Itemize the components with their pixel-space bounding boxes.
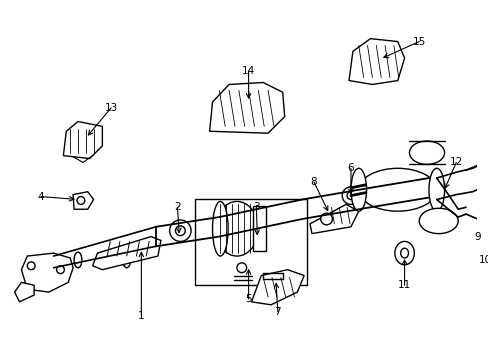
Ellipse shape bbox=[358, 168, 436, 211]
Bar bbox=[195, 199, 306, 285]
Text: 12: 12 bbox=[448, 157, 462, 167]
Polygon shape bbox=[209, 82, 284, 133]
Circle shape bbox=[57, 266, 64, 274]
Ellipse shape bbox=[346, 192, 354, 199]
Ellipse shape bbox=[248, 224, 267, 249]
Text: 6: 6 bbox=[347, 163, 353, 173]
Polygon shape bbox=[63, 122, 102, 158]
Ellipse shape bbox=[394, 242, 413, 265]
Text: 8: 8 bbox=[310, 177, 317, 187]
Text: 3: 3 bbox=[253, 202, 259, 212]
Ellipse shape bbox=[418, 208, 457, 234]
Text: 15: 15 bbox=[412, 37, 425, 46]
Circle shape bbox=[77, 197, 84, 204]
Text: 14: 14 bbox=[242, 66, 255, 76]
Polygon shape bbox=[251, 270, 304, 305]
Polygon shape bbox=[15, 282, 34, 302]
Ellipse shape bbox=[483, 218, 488, 228]
Text: 11: 11 bbox=[397, 280, 410, 290]
Ellipse shape bbox=[350, 168, 366, 211]
Ellipse shape bbox=[477, 211, 488, 235]
Text: 7: 7 bbox=[274, 307, 281, 316]
Circle shape bbox=[236, 263, 246, 273]
Text: 5: 5 bbox=[245, 294, 251, 304]
Polygon shape bbox=[348, 39, 404, 85]
Circle shape bbox=[320, 213, 332, 225]
Text: 9: 9 bbox=[473, 231, 480, 242]
Text: 13: 13 bbox=[104, 103, 118, 113]
Polygon shape bbox=[21, 253, 73, 292]
Ellipse shape bbox=[175, 226, 185, 235]
Text: 4: 4 bbox=[38, 192, 44, 202]
Polygon shape bbox=[73, 192, 93, 209]
Ellipse shape bbox=[400, 248, 407, 258]
Ellipse shape bbox=[428, 168, 444, 211]
Ellipse shape bbox=[212, 202, 228, 256]
Polygon shape bbox=[92, 237, 161, 270]
Ellipse shape bbox=[169, 220, 191, 242]
Text: 10: 10 bbox=[478, 255, 488, 265]
Polygon shape bbox=[309, 204, 358, 234]
Text: 2: 2 bbox=[174, 202, 181, 212]
Ellipse shape bbox=[408, 141, 444, 165]
Ellipse shape bbox=[342, 187, 359, 204]
Text: 1: 1 bbox=[138, 311, 144, 321]
Ellipse shape bbox=[254, 232, 262, 242]
Circle shape bbox=[27, 262, 35, 270]
Polygon shape bbox=[253, 206, 265, 251]
Ellipse shape bbox=[215, 202, 258, 256]
